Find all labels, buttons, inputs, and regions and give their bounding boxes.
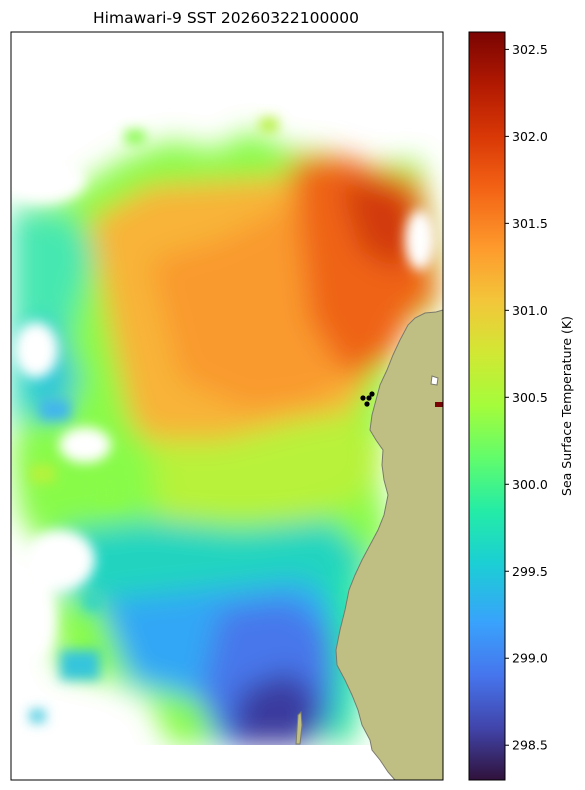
sst-field: [11, 130, 440, 745]
sst-edge-pixels: [30, 118, 278, 722]
colorbar-frame: [468, 31, 506, 781]
colorbar-tick-label: 299.0: [512, 651, 548, 666]
chart-title: Himawari-9 SST 20260322100000: [93, 9, 359, 27]
colorbar-ticks: 298.5 299.0 299.5 300.0 300.5 301.0 301.5 302.0…: [505, 42, 548, 753]
colorbar-tick-label: 299.5: [512, 564, 548, 579]
colorbar-tick-label: 298.5: [512, 738, 548, 753]
colorbar-tick-label: 300.5: [512, 390, 548, 405]
colorbar-gradient: [469, 32, 505, 780]
colorbar-tick-label: 301.5: [512, 216, 548, 231]
land-mass: [335, 309, 443, 780]
colorbar-label: Sea Surface Temperature (K): [559, 316, 574, 496]
small-island: [295, 710, 303, 745]
map-area: [11, 32, 443, 780]
colorbar-tick-label: 302.5: [512, 42, 548, 57]
hot-pixel: [435, 402, 443, 407]
point-marker: [369, 391, 375, 397]
sst-region-northeast-hottest: [340, 180, 420, 270]
no-data-strip: [11, 745, 443, 780]
point-marker: [360, 395, 366, 401]
colorbar-tick-label: 301.0: [512, 303, 548, 318]
point-marker: [366, 395, 372, 401]
point-markers: [360, 391, 375, 407]
colorbar-tick-label: 300.0: [512, 477, 548, 492]
coast-inlet: [430, 375, 439, 386]
map-frame: [10, 31, 444, 781]
cloud-gaps: [11, 158, 435, 660]
sst-region-mid-yellowgreen: [150, 410, 385, 520]
colorbar: 298.5 299.0 299.5 300.0 300.5 301.0 301.5 302.0…: [468, 31, 574, 781]
colorbar-tick-label: 302.0: [512, 129, 548, 144]
point-marker: [364, 401, 370, 407]
